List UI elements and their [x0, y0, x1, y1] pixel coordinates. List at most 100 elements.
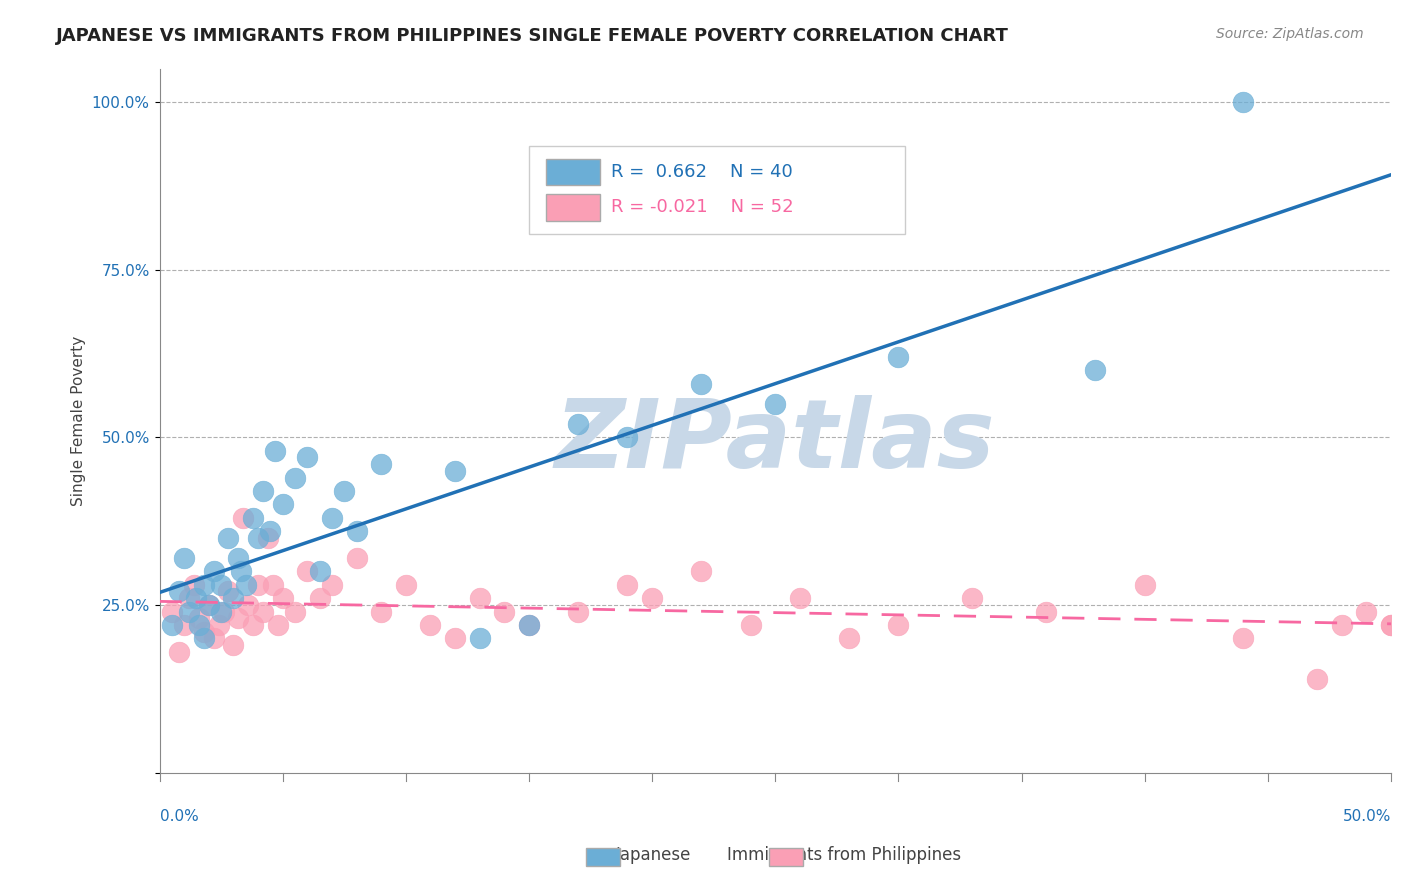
Point: [187, 618, 209, 632]
Point: [222, 638, 245, 652]
Point: [209, 605, 232, 619]
Point: [1306, 672, 1329, 686]
Point: [235, 578, 257, 592]
Point: [207, 618, 229, 632]
Point: [468, 591, 491, 606]
Point: [1330, 618, 1353, 632]
Point: [193, 624, 215, 639]
Point: [202, 632, 225, 646]
Point: [297, 450, 319, 465]
Point: [209, 578, 232, 592]
Point: [242, 510, 264, 524]
Point: [395, 578, 418, 592]
Point: [763, 397, 786, 411]
Point: [370, 457, 392, 471]
Point: [259, 524, 281, 538]
Point: [267, 618, 290, 632]
Point: [1133, 578, 1156, 592]
Point: [1084, 363, 1107, 377]
Point: [264, 443, 287, 458]
Text: 0.0%: 0.0%: [159, 809, 198, 824]
Point: [962, 591, 984, 606]
Point: [308, 591, 330, 606]
Point: [177, 605, 200, 619]
Text: R = -0.021    N = 52: R = -0.021 N = 52: [612, 198, 794, 216]
Point: [284, 605, 307, 619]
Point: [193, 632, 215, 646]
FancyBboxPatch shape: [546, 159, 600, 186]
Point: [641, 591, 664, 606]
Point: [257, 531, 280, 545]
Point: [333, 483, 356, 498]
Point: [444, 632, 467, 646]
Point: [616, 430, 638, 444]
Point: [887, 350, 910, 364]
Text: Source: ZipAtlas.com: Source: ZipAtlas.com: [1216, 27, 1364, 41]
Point: [887, 618, 910, 632]
Point: [419, 618, 441, 632]
Point: [444, 464, 467, 478]
Point: [284, 470, 307, 484]
Point: [197, 598, 219, 612]
Point: [242, 618, 264, 632]
Text: ZIPatlas: ZIPatlas: [555, 395, 995, 488]
Point: [1379, 618, 1402, 632]
FancyBboxPatch shape: [529, 146, 904, 234]
Point: [160, 618, 183, 632]
Point: [517, 618, 540, 632]
Point: [247, 578, 270, 592]
Point: [167, 645, 190, 659]
Point: [173, 551, 195, 566]
Point: [838, 632, 860, 646]
Point: [468, 632, 491, 646]
Point: [232, 510, 254, 524]
Point: [297, 565, 319, 579]
Point: [789, 591, 811, 606]
Point: [187, 611, 209, 625]
Point: [173, 618, 195, 632]
Point: [517, 618, 540, 632]
Point: [1355, 605, 1378, 619]
Point: [271, 591, 294, 606]
Point: [567, 605, 589, 619]
Point: [218, 531, 240, 545]
Point: [616, 578, 638, 592]
Point: [370, 605, 392, 619]
Point: [252, 605, 274, 619]
Point: [321, 578, 343, 592]
Point: [222, 591, 245, 606]
Point: [183, 578, 205, 592]
Point: [212, 605, 235, 619]
Y-axis label: Single Female Poverty: Single Female Poverty: [72, 335, 86, 506]
Point: [1035, 605, 1057, 619]
Point: [167, 584, 190, 599]
Text: JAPANESE VS IMMIGRANTS FROM PHILIPPINES SINGLE FEMALE POVERTY CORRELATION CHART: JAPANESE VS IMMIGRANTS FROM PHILIPPINES …: [56, 27, 1010, 45]
Point: [567, 417, 589, 431]
Point: [247, 531, 270, 545]
Point: [262, 578, 284, 592]
Point: [177, 591, 200, 606]
Point: [160, 605, 183, 619]
Text: R =  0.662    N = 40: R = 0.662 N = 40: [612, 163, 793, 181]
Point: [690, 565, 713, 579]
Point: [346, 551, 368, 566]
Point: [186, 591, 208, 606]
Text: 50.0%: 50.0%: [1343, 809, 1391, 824]
FancyBboxPatch shape: [546, 194, 600, 220]
Point: [228, 551, 250, 566]
Point: [1232, 632, 1254, 646]
Point: [271, 497, 294, 511]
Point: [252, 483, 274, 498]
Point: [228, 611, 250, 625]
Point: [197, 598, 219, 612]
Point: [690, 376, 713, 391]
Point: [202, 565, 225, 579]
Text: Japanese: Japanese: [616, 846, 692, 863]
Point: [308, 565, 330, 579]
Point: [238, 598, 260, 612]
Text: Immigrants from Philippines: Immigrants from Philippines: [727, 846, 960, 863]
Point: [740, 618, 762, 632]
Point: [321, 510, 343, 524]
Point: [346, 524, 368, 538]
Point: [193, 578, 215, 592]
